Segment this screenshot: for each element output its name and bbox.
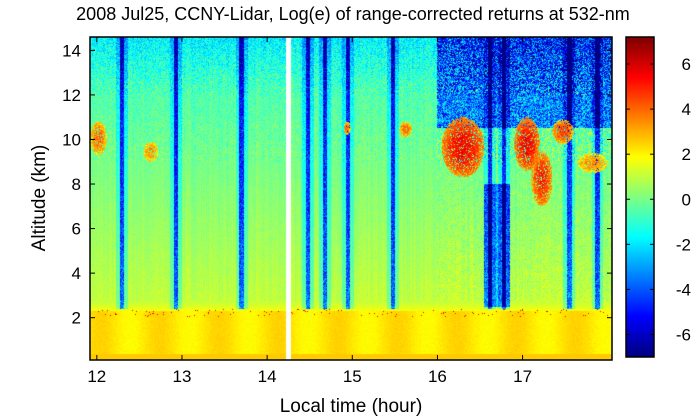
- y-axis-ticks: 2 4 6 8 10 12 14: [62, 41, 612, 328]
- x-tick-label: 16: [428, 367, 447, 386]
- x-tick-label: 17: [513, 367, 532, 386]
- plot-frame: [89, 36, 613, 361]
- colorbar-tick-label: 0: [682, 190, 691, 209]
- plot-area: 12 13 14 15 16 17 2 4 6 8 10 12 14: [62, 36, 613, 386]
- y-tick-label: 12: [62, 86, 81, 105]
- colorbar-tick-label: -6: [676, 325, 691, 344]
- x-axis-ticks: 12 13 14 15 16 17: [87, 37, 532, 386]
- colorbar-tick-label: 2: [682, 145, 691, 164]
- chart-title: 2008 Jul25, CCNY-Lidar, Log(e) of range-…: [76, 4, 630, 24]
- x-tick-label: 12: [87, 367, 106, 386]
- x-axis-label: Local time (hour): [280, 396, 423, 417]
- y-tick-label: 10: [62, 130, 81, 149]
- colorbar-ticks: 6 4 2 0 -2 -4 -6: [626, 55, 691, 344]
- y-tick-label: 6: [72, 220, 81, 239]
- y-tick-label: 2: [72, 309, 81, 328]
- colorbar-tick-label: 6: [682, 55, 691, 74]
- x-tick-label: 13: [173, 367, 192, 386]
- colorbar-tick-label: 4: [682, 100, 691, 119]
- colorbar-tick-label: -2: [676, 235, 691, 254]
- y-tick-label: 8: [72, 175, 81, 194]
- colorbar: 6 4 2 0 -2 -4 -6: [625, 36, 691, 358]
- y-axis-label: Altitude (km): [29, 145, 50, 252]
- y-tick-label: 14: [62, 41, 81, 60]
- x-tick-label: 15: [343, 367, 362, 386]
- colorbar-frame: [625, 36, 655, 358]
- x-tick-label: 14: [258, 367, 277, 386]
- colorbar-gradient: [626, 37, 654, 357]
- backscatter-heatmap: [90, 37, 612, 360]
- colorbar-tick-label: -4: [676, 280, 691, 299]
- y-tick-label: 4: [72, 264, 81, 283]
